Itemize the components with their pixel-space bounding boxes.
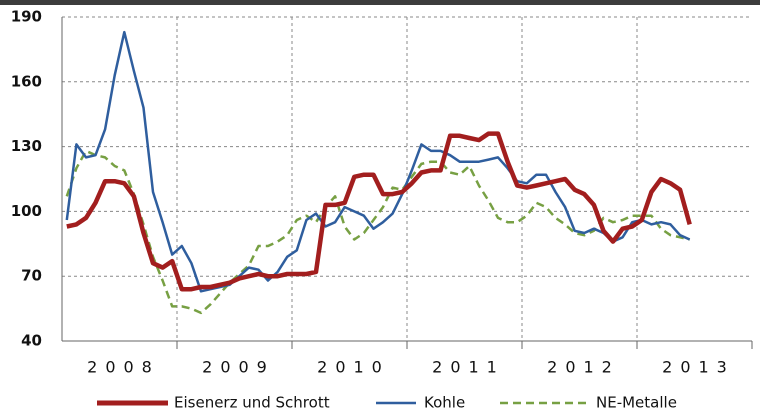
y-tick-label: 100 bbox=[11, 202, 42, 220]
legend-label: Kohle bbox=[424, 394, 465, 412]
y-tick-label: 190 bbox=[11, 8, 42, 26]
y-tick-label: 40 bbox=[21, 332, 42, 350]
legend-label: Eisenerz und Schrott bbox=[174, 394, 330, 412]
x-tick-label: 2009 bbox=[202, 358, 275, 377]
top-bar bbox=[0, 0, 760, 5]
x-tick-label: 2011 bbox=[432, 358, 505, 377]
series-line bbox=[65, 149, 690, 315]
x-tick-label: 2012 bbox=[547, 358, 620, 377]
series-line bbox=[66, 131, 692, 292]
x-tick-label: 2010 bbox=[317, 358, 390, 377]
y-tick-label: 70 bbox=[21, 267, 42, 285]
x-tick-label: 2013 bbox=[662, 358, 735, 377]
y-tick-label: 130 bbox=[11, 137, 42, 155]
y-tick-label: 160 bbox=[11, 72, 42, 90]
x-tick-label: 2008 bbox=[87, 358, 160, 377]
legend-label: NE-Metalle bbox=[596, 394, 677, 412]
series-line bbox=[65, 30, 691, 293]
